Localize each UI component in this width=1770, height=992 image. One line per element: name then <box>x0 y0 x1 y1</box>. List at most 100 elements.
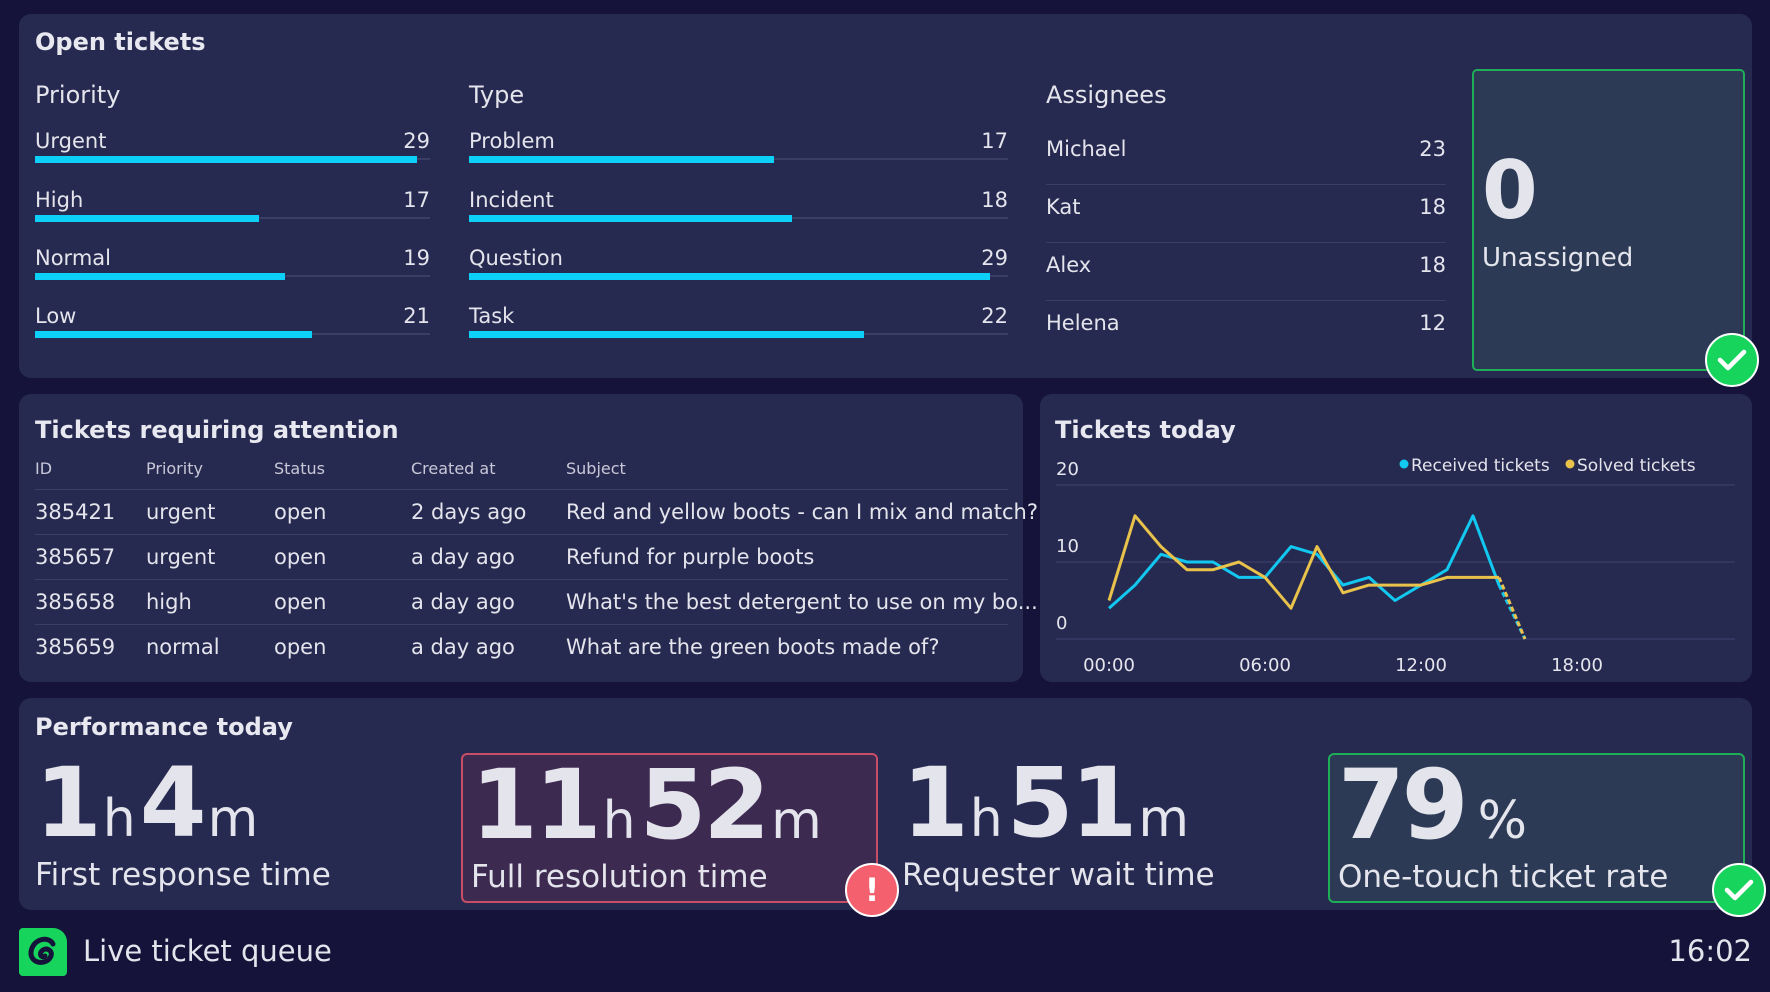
cell: open <box>274 635 327 659</box>
bar-fill <box>35 273 286 280</box>
type-bar-row: Task 22 <box>469 304 1008 352</box>
col-header-subject: Subject <box>566 459 626 478</box>
priority-bar-row: High 17 <box>35 188 430 236</box>
assignee-name: Kat <box>1046 195 1081 219</box>
priority-label: Normal <box>35 246 111 270</box>
cell: Red and yellow boots - can I mix and mat… <box>566 500 1039 524</box>
bar-fill <box>469 156 775 163</box>
x-tick-label: 18:00 <box>1551 655 1603 676</box>
type-label: Question <box>469 246 563 270</box>
metric-value: 1h51m <box>902 747 1193 859</box>
cell: normal <box>146 635 220 659</box>
bar-fill <box>469 273 991 280</box>
priority-label: Low <box>35 304 77 328</box>
assignee-name: Alex <box>1046 253 1092 277</box>
cell: 385658 <box>35 590 116 614</box>
tickets-today-title: Tickets today <box>1055 416 1236 444</box>
cell: 385659 <box>35 635 116 659</box>
x-tick-label: 06:00 <box>1239 655 1291 676</box>
legend-dot <box>1565 459 1575 469</box>
cell: What's the best detergent to use on my b… <box>566 590 1038 614</box>
cell: high <box>146 590 192 614</box>
cell: open <box>274 590 327 614</box>
unassigned-card: 0 Unassigned <box>1472 69 1745 371</box>
metric-number: 4 <box>139 747 207 859</box>
y-tick-label: 20 <box>1056 459 1079 480</box>
table-row[interactable]: 385657 urgent open a day ago Refund for purp… <box>35 534 1008 579</box>
metric-unit: m <box>771 791 822 851</box>
priority-count: 19 <box>403 246 430 270</box>
metric-number: 51 <box>1006 747 1138 859</box>
type-count: 29 <box>981 246 1008 270</box>
metric-unit: m <box>207 789 259 849</box>
metric-unit: h <box>102 789 136 849</box>
col-header-status: Status <box>274 459 325 478</box>
priority-count: 29 <box>403 129 430 153</box>
metric-number: 1 <box>35 747 102 859</box>
tickets-today-chart: 0 10 20 00:00 06:00 12:00 18:00 Received ticket… <box>1056 456 1735 676</box>
type-bar-row: Incident 18 <box>469 188 1008 236</box>
bar-fill <box>469 215 793 222</box>
priority-bar-row: Urgent 29 <box>35 129 430 177</box>
metric-unit: m <box>1138 789 1190 849</box>
type-heading: Type <box>469 81 525 109</box>
assignee-count: 12 <box>1419 311 1446 335</box>
cell: urgent <box>146 545 216 569</box>
attention-title: Tickets requiring attention <box>35 416 399 444</box>
metric-card: 1h51m Requester wait time <box>894 747 1311 903</box>
bar-fill <box>469 331 865 338</box>
col-header-priority: Priority <box>146 459 203 478</box>
type-bar-row: Problem 17 <box>469 129 1008 177</box>
metric-label: Requester wait time <box>902 857 1215 893</box>
metric-card: 11h52m Full resolution time <box>461 749 878 903</box>
metric-number: 1 <box>902 747 969 859</box>
type-count: 17 <box>981 129 1008 153</box>
priority-count: 21 <box>403 304 430 328</box>
attention-panel <box>19 394 1023 682</box>
cell: a day ago <box>411 590 515 614</box>
cell: What are the green boots made of? <box>566 635 940 659</box>
table-row[interactable]: 385658 high open a day ago What's the best d… <box>35 579 1038 624</box>
alert-icon: ! <box>845 863 899 917</box>
metric-card: 79% One-touch ticket rate <box>1328 749 1745 903</box>
col-header-id: ID <box>35 459 53 478</box>
table-row[interactable]: 385421 urgent open 2 days ago Red and yellow… <box>35 489 1038 534</box>
y-tick-label: 10 <box>1056 536 1079 557</box>
app-logo <box>19 928 67 976</box>
priority-bar-row: Normal 19 <box>35 246 430 294</box>
cell: open <box>274 500 327 524</box>
tickets-today-panel <box>1040 394 1752 682</box>
assignee-row: Helena 12 <box>1046 301 1446 359</box>
metric-number: 79 <box>1338 749 1469 861</box>
metric-value: 79% <box>1338 749 1531 861</box>
priority-label: Urgent <box>35 129 107 153</box>
col-header-created: Created at <box>411 459 496 478</box>
metric-number: 11 <box>471 749 602 861</box>
assignee-name: Michael <box>1046 137 1127 161</box>
table-row[interactable]: 385659 normal open a day ago What are the gr… <box>35 624 1008 669</box>
open-tickets-panel <box>19 14 1752 378</box>
metric-unit: h <box>969 789 1003 849</box>
type-count: 18 <box>981 188 1008 212</box>
type-label: Problem <box>469 129 555 153</box>
priority-bar-row: Low 21 <box>35 304 430 352</box>
priority-heading: Priority <box>35 81 121 109</box>
cell: 385421 <box>35 500 116 524</box>
cell: urgent <box>146 500 216 524</box>
assignee-count: 18 <box>1419 195 1446 219</box>
open-tickets-title: Open tickets <box>35 28 206 56</box>
legend-label: Solved tickets <box>1577 456 1696 476</box>
cell: 385657 <box>35 545 116 569</box>
cell: a day ago <box>411 635 515 659</box>
type-label: Task <box>469 304 515 328</box>
assignee-count: 18 <box>1419 253 1446 277</box>
check-icon <box>1712 863 1766 917</box>
type-count: 22 <box>981 304 1008 328</box>
unassigned-count: 0 <box>1482 144 1538 237</box>
assignee-row: Kat 18 <box>1046 185 1446 243</box>
metric-unit: h <box>602 791 636 851</box>
y-tick-label: 0 <box>1056 613 1067 634</box>
legend-dot <box>1399 459 1409 469</box>
assignee-row: Alex 18 <box>1046 243 1446 301</box>
metric-label: First response time <box>35 857 331 893</box>
